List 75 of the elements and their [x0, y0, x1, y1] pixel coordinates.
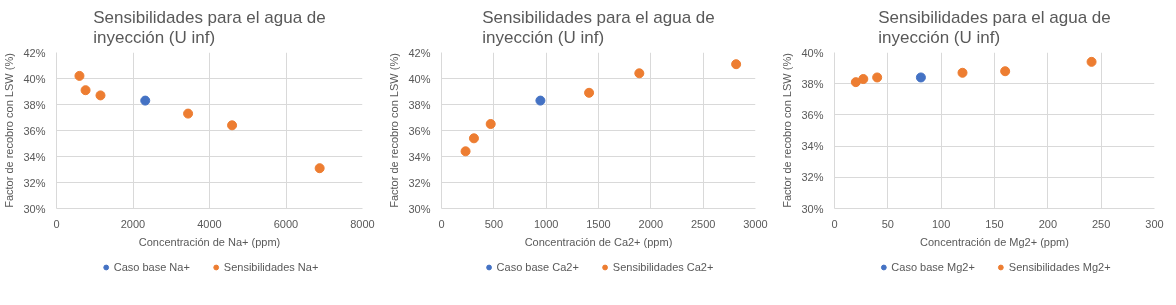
point: [183, 108, 194, 119]
point: [584, 87, 595, 98]
point: [468, 133, 479, 144]
x-axis-title: Concentración de Ca2+ (ppm): [524, 235, 673, 248]
y-tick-label: 30%: [408, 202, 431, 215]
x-tick-label: 2500: [690, 217, 716, 230]
point: [915, 72, 926, 83]
x-axis-title: Concentración de Mg2+ (ppm): [920, 235, 1069, 248]
x-axis-title: Concentración de Na+ (ppm): [138, 235, 281, 248]
y-tick-label: 36%: [408, 124, 431, 137]
x-tick-label: 1500: [586, 217, 611, 230]
chart-title: Sensibilidades para el agua de inyección (U inf): [878, 7, 1111, 48]
y-tick-label: 34%: [801, 140, 824, 153]
x-tick-label: 250: [1091, 217, 1111, 230]
x-tick-label: 0: [438, 217, 445, 230]
point: [1086, 56, 1097, 67]
x-tick-label: 200: [1038, 217, 1058, 230]
x-tick-label: 3000: [743, 217, 768, 230]
x-tick-label: 1000: [533, 217, 559, 230]
legend-label: Sensibilidades Ca2+: [612, 261, 714, 273]
y-tick-label: 40%: [801, 46, 824, 59]
y-axis-title: Factor de recobro con LSW (%): [388, 53, 401, 208]
x-tick-label: 6000: [273, 217, 299, 230]
x-tick-label: 0: [831, 217, 838, 230]
point: [74, 70, 85, 81]
x-tick-label: 2000: [638, 217, 664, 230]
point: [460, 146, 471, 157]
chart-title: Sensibilidades para el agua de inyección (U inf): [93, 7, 326, 48]
x-tick-label: 150: [985, 217, 1004, 230]
chart-title: Sensibilidades para el agua de inyección (U inf): [482, 7, 715, 48]
y-tick-label: 34%: [23, 150, 46, 163]
y-tick-label: 38%: [23, 98, 46, 111]
y-tick-label: 40%: [408, 72, 431, 85]
y-tick-label: 32%: [801, 171, 824, 184]
point: [227, 120, 238, 131]
point: [634, 68, 645, 79]
y-tick-label: 32%: [23, 176, 46, 189]
x-tick-label: 8000: [350, 217, 375, 230]
x-tick-label: 4000: [197, 217, 222, 230]
y-tick-label: 36%: [801, 108, 824, 121]
point: [314, 163, 325, 174]
y-tick-label: 38%: [408, 98, 431, 111]
point: [850, 77, 861, 88]
point: [485, 119, 496, 129]
x-tick-label: 100: [931, 217, 951, 230]
legend-label: Caso base Na+: [113, 261, 190, 273]
y-tick-label: 34%: [408, 150, 431, 163]
x-tick-label: 2000: [120, 217, 146, 230]
point: [957, 67, 968, 78]
x-tick-label: 0: [53, 217, 60, 230]
y-tick-label: 30%: [801, 202, 824, 215]
point: [731, 59, 742, 70]
point: [858, 74, 869, 85]
point: [80, 85, 91, 96]
point: [1000, 66, 1011, 77]
point: [535, 95, 546, 106]
point: [872, 72, 883, 83]
y-tick-label: 30%: [23, 202, 46, 215]
legend-label: Caso base Mg2+: [891, 261, 975, 273]
y-tick-label: 40%: [23, 72, 46, 85]
point: [140, 95, 151, 106]
x-tick-label: 500: [484, 217, 504, 230]
x-tick-label: 50: [881, 217, 894, 230]
legend-label: Caso base Ca2+: [496, 261, 579, 273]
y-tick-label: 42%: [408, 46, 431, 59]
y-axis-title: Factor de recobro con LSW (%): [781, 53, 794, 208]
y-tick-label: 38%: [801, 77, 824, 90]
legend-label: Sensibilidades Na+: [223, 261, 319, 273]
point: [95, 90, 106, 101]
y-axis-title: Factor de recobro con LSW (%): [3, 53, 16, 208]
y-tick-label: 42%: [23, 46, 46, 59]
legend-label: Sensibilidades Mg2+: [1008, 261, 1111, 273]
y-tick-label: 36%: [23, 124, 46, 137]
y-tick-label: 32%: [408, 176, 431, 189]
x-tick-label: 300: [1145, 217, 1164, 230]
